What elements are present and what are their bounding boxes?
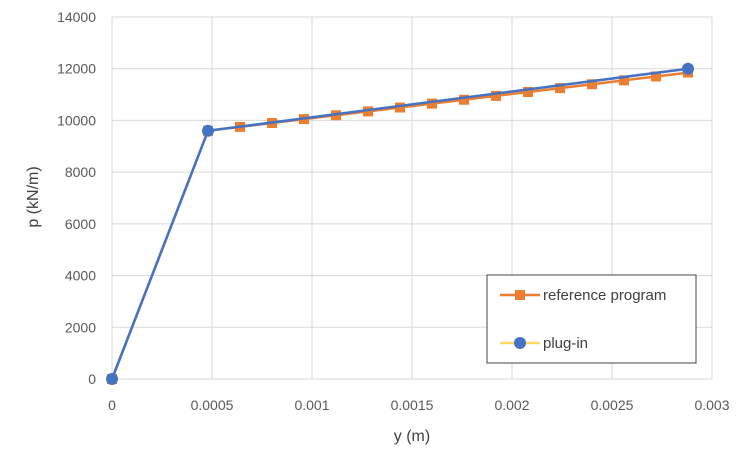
y-tick-label: 2000 xyxy=(65,319,96,335)
legend-label-plug-in: plug-in xyxy=(543,335,588,352)
y-tick-label: 8000 xyxy=(65,164,96,180)
legend-marker-reference-program xyxy=(515,290,525,300)
legend-item-plug-in: plug-in xyxy=(500,335,588,352)
legend-label-reference-program: reference program xyxy=(543,287,666,304)
data-point-reference-program xyxy=(363,106,373,117)
legend-item-reference-program: reference program xyxy=(500,287,666,304)
x-tick-label: 0.0005 xyxy=(191,397,234,413)
x-axis-title: y (m) xyxy=(394,428,430,445)
x-tick-label: 0.003 xyxy=(694,397,729,413)
data-point-reference-program xyxy=(491,90,501,101)
y-tick-label: 0 xyxy=(88,371,96,387)
y-tick-label: 6000 xyxy=(65,216,96,232)
data-point-plug-in xyxy=(682,62,694,75)
data-point-reference-program xyxy=(587,79,597,90)
x-tick-label: 0.0015 xyxy=(391,397,434,413)
x-tick-label: 0.0025 xyxy=(591,397,634,413)
x-tick-label: 0.001 xyxy=(294,397,329,413)
legend: reference program plug-in xyxy=(486,274,697,364)
series-layer xyxy=(106,62,694,385)
data-point-reference-program xyxy=(619,75,629,86)
y-tick-label: 12000 xyxy=(57,61,96,77)
data-point-plug-in xyxy=(202,124,214,137)
data-point-reference-program xyxy=(651,71,661,82)
tick-labels: 0 2000 4000 6000 8000 10000 12000 14000 0 0.0005 0… xyxy=(57,9,730,413)
data-point-reference-program xyxy=(523,86,533,97)
data-point-reference-program xyxy=(555,83,565,94)
data-point-plug-in xyxy=(106,373,118,385)
y-tick-label: 10000 xyxy=(57,112,96,128)
y-tick-label: 14000 xyxy=(57,9,96,25)
data-point-reference-program xyxy=(427,98,437,109)
data-point-reference-program xyxy=(459,94,469,105)
legend-marker-plug-in xyxy=(514,337,526,349)
y-tick-label: 4000 xyxy=(65,268,96,284)
x-tick-label: 0 xyxy=(108,397,116,413)
x-tick-label: 0.002 xyxy=(494,397,529,413)
gridlines xyxy=(111,16,713,380)
data-point-reference-program xyxy=(395,102,405,113)
y-axis-title: p (kN/m) xyxy=(25,166,42,227)
